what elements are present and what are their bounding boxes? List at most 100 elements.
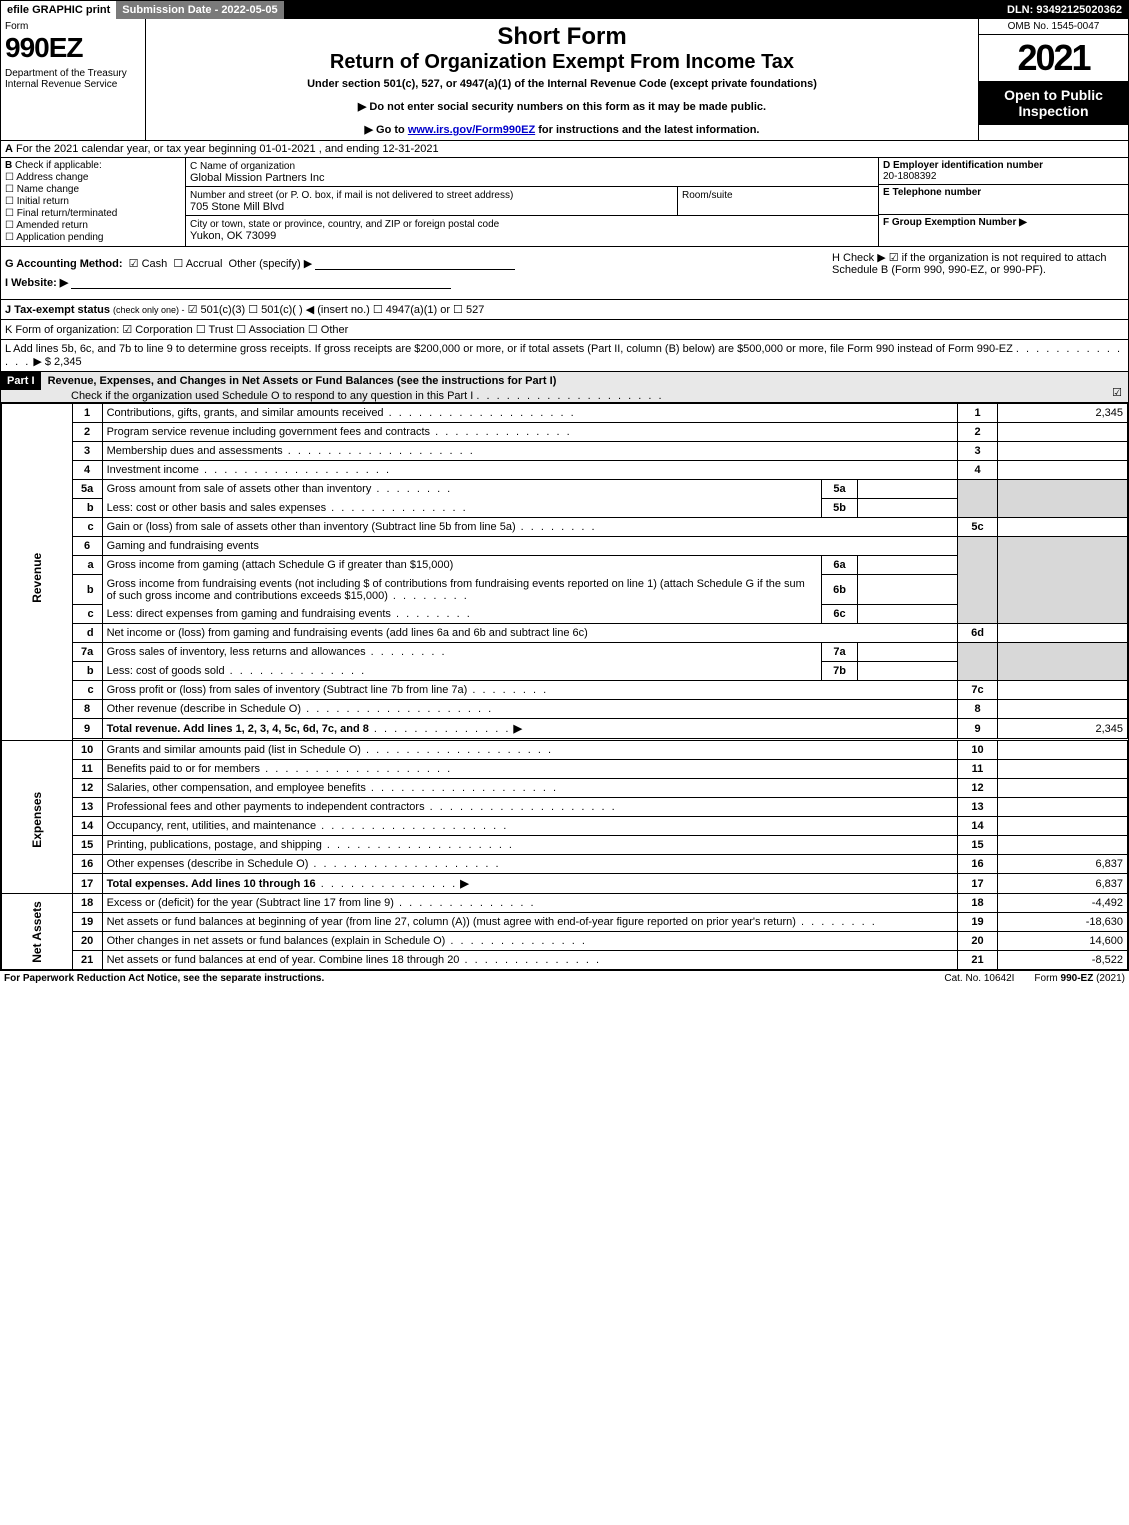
footer-left: For Paperwork Reduction Act Notice, see … <box>4 973 924 984</box>
ln4-num: 4 <box>72 461 102 480</box>
ln2-num: 2 <box>72 423 102 442</box>
section-def: D Employer identification number 20-1808… <box>878 158 1128 246</box>
check-final-return[interactable]: Final return/terminated <box>5 208 181 219</box>
ln16-rnum: 16 <box>958 855 998 874</box>
line-20: 20 Other changes in net assets or fund b… <box>2 932 1128 951</box>
ln16-num: 16 <box>72 855 102 874</box>
website-blank[interactable] <box>71 277 451 289</box>
ln9-val: 2,345 <box>998 719 1128 739</box>
ln6c-dots <box>391 608 472 620</box>
ln2-dots <box>430 426 572 438</box>
ln6-num: 6 <box>72 537 102 556</box>
line-2: 2 Program service revenue including gove… <box>2 423 1128 442</box>
ln7a-subval <box>858 643 958 662</box>
check-amended-return[interactable]: Amended return <box>5 220 181 231</box>
line-10: Expenses 10 Grants and similar amounts p… <box>2 741 1128 760</box>
form-990ez: efile GRAPHIC print Submission Date - 20… <box>0 0 1129 971</box>
street-cell: Number and street (or P. O. box, if mail… <box>186 187 678 215</box>
ln6d-desc: Net income or (loss) from gaming and fun… <box>102 624 957 643</box>
omb-number: OMB No. 1545-0047 <box>979 19 1128 35</box>
g-label: G Accounting Method: <box>5 258 123 270</box>
ln6b-num: b <box>72 575 102 605</box>
ln21-dots <box>459 954 601 966</box>
ln19-val: -18,630 <box>998 913 1128 932</box>
line-4: 4 Investment income 4 <box>2 461 1128 480</box>
ln16-val: 6,837 <box>998 855 1128 874</box>
return-of-org-title: Return of Organization Exempt From Incom… <box>150 51 974 74</box>
ln15-num: 15 <box>72 836 102 855</box>
ln5a-desc: Gross amount from sale of assets other t… <box>102 480 821 499</box>
ln11-dots <box>260 763 452 775</box>
part-1-title: Revenue, Expenses, and Changes in Net As… <box>44 372 557 390</box>
ln6a-subval <box>858 556 958 575</box>
ln12-dots <box>366 782 558 794</box>
ln5a-subln: 5a <box>822 480 858 499</box>
ln21-desc: Net assets or fund balances at end of ye… <box>102 951 957 970</box>
ln10-num: 10 <box>72 741 102 760</box>
other-specify-blank[interactable] <box>315 258 515 270</box>
dept-treasury: Department of the Treasury Internal Reve… <box>5 68 141 90</box>
k-text[interactable]: K Form of organization: ☑ Corporation ☐ … <box>5 324 348 336</box>
ln20-val: 14,600 <box>998 932 1128 951</box>
line-15: 15 Printing, publications, postage, and … <box>2 836 1128 855</box>
line-6: 6 Gaming and fundraising events <box>2 537 1128 556</box>
ln6b-dots <box>388 590 469 602</box>
section-g-i: G Accounting Method: Cash Accrual Other … <box>1 247 828 299</box>
check-initial-return[interactable]: Initial return <box>5 196 181 207</box>
ln7b-subval <box>858 662 958 681</box>
i-label: I Website: ▶ <box>5 277 68 289</box>
city-cell: City or town, state or province, country… <box>186 216 878 244</box>
org-name-value: Global Mission Partners Inc <box>190 172 325 184</box>
ln6abc-rval-grey <box>998 537 1128 624</box>
section-b: B Check if applicable: Address change Na… <box>1 158 186 246</box>
ln7a-dots <box>366 646 447 658</box>
ln5ab-rnum-grey <box>958 480 998 518</box>
website: I Website: ▶ <box>5 276 824 289</box>
ln3-val <box>998 442 1128 461</box>
part-1-checkbox[interactable]: ☑ <box>1112 386 1122 399</box>
ln12-rnum: 12 <box>958 779 998 798</box>
ln2-desc: Program service revenue including govern… <box>102 423 957 442</box>
ln1-val: 2,345 <box>998 404 1128 423</box>
ln3-desc: Membership dues and assessments <box>102 442 957 461</box>
ln21-rnum: 21 <box>958 951 998 970</box>
city-label: City or town, state or province, country… <box>190 219 499 230</box>
ln3-rnum: 3 <box>958 442 998 461</box>
ln21-num: 21 <box>72 951 102 970</box>
net-assets-side-label: Net Assets <box>2 894 73 970</box>
ln13-val <box>998 798 1128 817</box>
check-accrual[interactable]: Accrual <box>173 258 222 270</box>
ln1-dots <box>384 407 576 419</box>
l-text: L Add lines 5b, 6c, and 7b to line 9 to … <box>5 343 1013 355</box>
check-address-change[interactable]: Address change <box>5 172 181 183</box>
line-13: 13 Professional fees and other payments … <box>2 798 1128 817</box>
ln7b-desc: Less: cost of goods sold <box>102 662 821 681</box>
ln6b-subln: 6b <box>822 575 858 605</box>
ln7ab-rnum-grey <box>958 643 998 681</box>
j-options[interactable]: ☑ 501(c)(3) ☐ 501(c)( ) ◀ (insert no.) ☐… <box>188 304 485 316</box>
check-cash[interactable]: Cash <box>129 258 168 270</box>
ln6c-desc: Less: direct expenses from gaming and fu… <box>102 605 821 624</box>
group-exemption-cell: F Group Exemption Number ▶ <box>879 215 1128 230</box>
ln5c-rnum: 5c <box>958 518 998 537</box>
room-label: Room/suite <box>682 190 733 201</box>
ln4-dots <box>199 464 391 476</box>
irs-form-link[interactable]: www.irs.gov/Form990EZ <box>408 124 535 136</box>
ln11-desc: Benefits paid to or for members <box>102 760 957 779</box>
ln6a-subln: 6a <box>822 556 858 575</box>
section-c: C Name of organization Global Mission Pa… <box>186 158 878 246</box>
check-name-change[interactable]: Name change <box>5 184 181 195</box>
ln9-num: 9 <box>72 719 102 739</box>
ln7ab-rval-grey <box>998 643 1128 681</box>
check-application-pending[interactable]: Application pending <box>5 232 181 243</box>
submission-date: Submission Date - 2022-05-05 <box>116 1 283 19</box>
open-to-public: Open to Public Inspection <box>979 81 1128 125</box>
ln14-num: 14 <box>72 817 102 836</box>
ln6a-desc: Gross income from gaming (attach Schedul… <box>102 556 821 575</box>
ln8-num: 8 <box>72 700 102 719</box>
efile-print-link[interactable]: efile GRAPHIC print <box>1 1 116 19</box>
part-1-label: Part I <box>1 372 41 390</box>
ln14-val <box>998 817 1128 836</box>
line-14: 14 Occupancy, rent, utilities, and maint… <box>2 817 1128 836</box>
j-sub: (check only one) - <box>113 305 185 315</box>
